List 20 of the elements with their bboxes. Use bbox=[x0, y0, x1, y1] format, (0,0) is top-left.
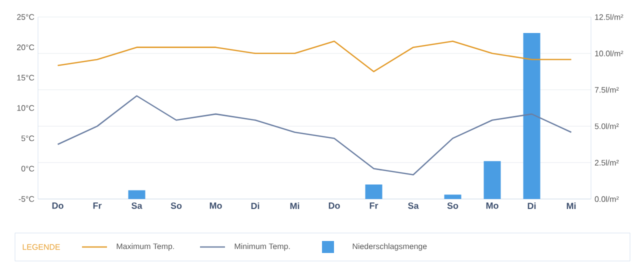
x-tick-label: Mi bbox=[290, 202, 300, 210]
x-tick-label: Fr bbox=[93, 202, 102, 209]
x-tick-label: Do bbox=[52, 202, 64, 209]
x-tick-label: Sa bbox=[408, 202, 419, 209]
bar bbox=[484, 161, 501, 199]
x-tick-label: So bbox=[170, 202, 182, 209]
x-tick-label: Di bbox=[251, 202, 260, 210]
x-tick-label: So bbox=[447, 202, 458, 209]
bar bbox=[444, 194, 462, 199]
x-tick-label: Mo bbox=[486, 202, 498, 209]
x-tick-label: Mo bbox=[210, 202, 222, 209]
x-tick-label: Fr bbox=[370, 202, 378, 209]
line-series bbox=[57, 95, 572, 176]
x-tick-label: Mi bbox=[566, 202, 576, 210]
x-tick-label: Di bbox=[528, 202, 536, 210]
bar bbox=[365, 184, 382, 199]
x-tick-label: Do bbox=[328, 202, 340, 209]
bar bbox=[523, 33, 540, 199]
bar bbox=[128, 190, 146, 199]
x-tick-label: Sa bbox=[132, 202, 142, 209]
